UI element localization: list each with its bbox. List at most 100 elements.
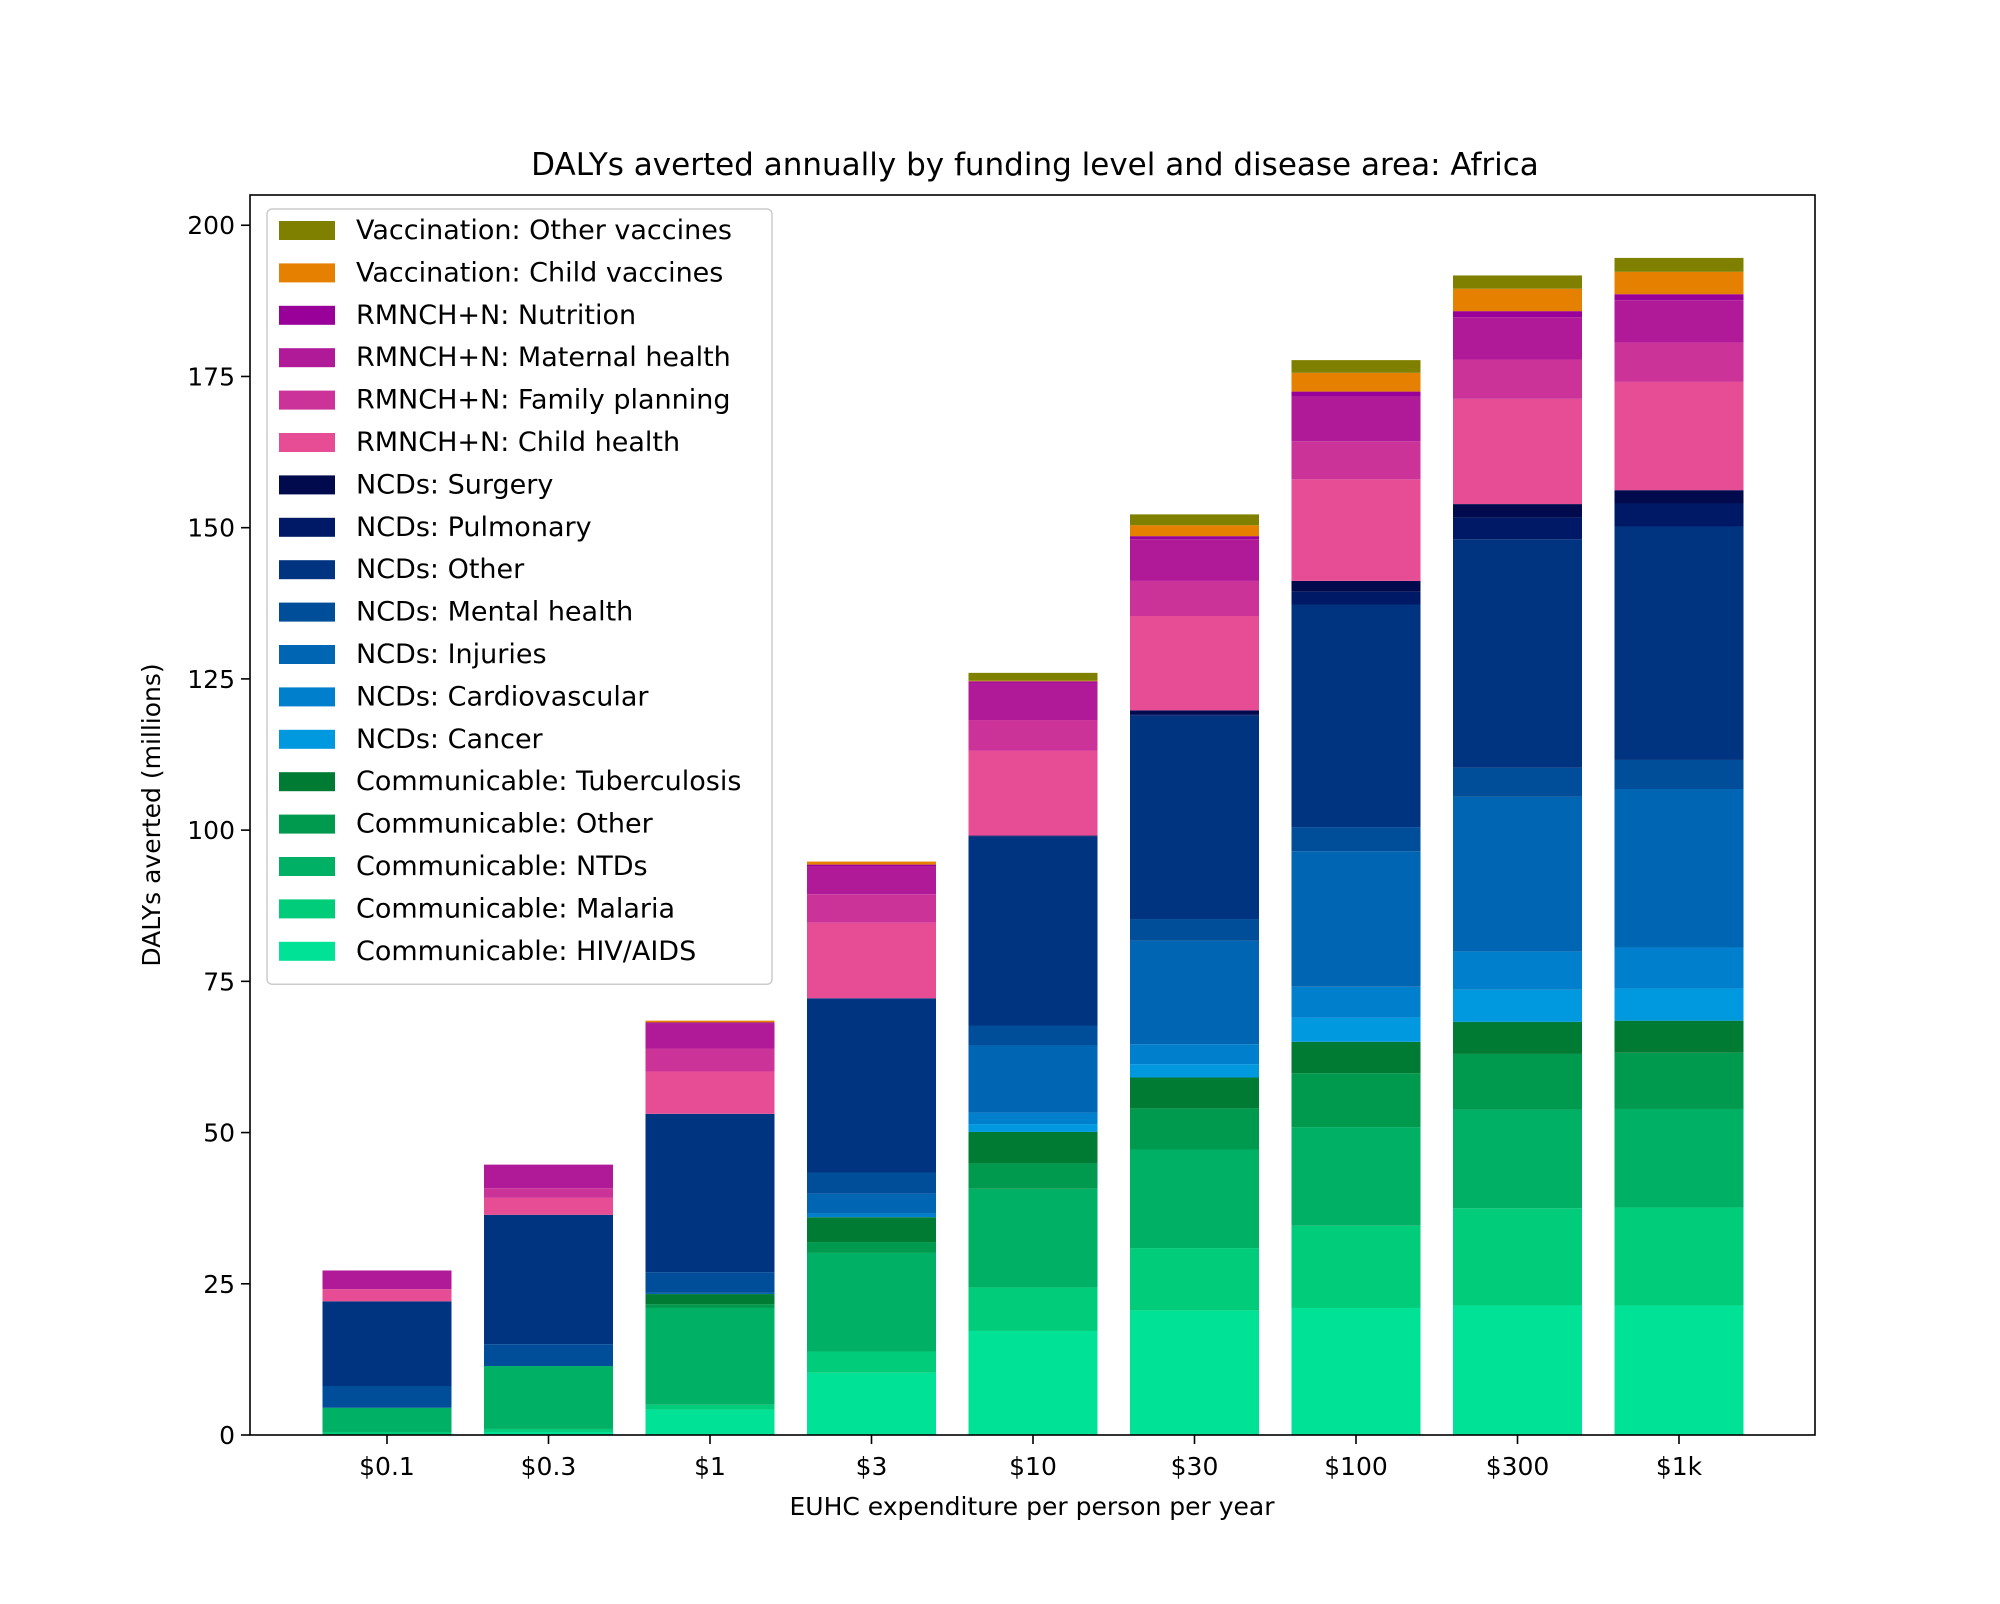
legend-label: Communicable: NTDs — [356, 851, 648, 882]
legend-label: Communicable: Other — [356, 809, 654, 840]
legend-swatch — [279, 687, 335, 707]
legend-swatch — [279, 433, 335, 452]
bar-segment — [1130, 919, 1259, 941]
bar-segment — [1614, 271, 1744, 295]
y-tick-label: 100 — [187, 816, 235, 845]
bar-segment — [968, 1112, 1098, 1125]
bar-segment — [645, 1022, 775, 1024]
bar-segment — [322, 1407, 452, 1432]
bar-segment — [1453, 989, 1582, 1022]
bar-segment — [1453, 275, 1582, 289]
bar-segment — [807, 1372, 936, 1435]
bar-segment — [1130, 539, 1259, 581]
bar-segment — [1291, 372, 1421, 392]
bar-segment — [1291, 391, 1421, 397]
bar-segment — [807, 1213, 936, 1218]
legend-label: RMNCH+N: Child health — [356, 427, 680, 458]
bar-segment — [1130, 536, 1259, 540]
legend-label: Communicable: Malaria — [356, 893, 675, 924]
bar-segment — [1453, 288, 1582, 312]
legend-label: NCDs: Pulmonary — [356, 512, 592, 543]
bar-segment — [1453, 767, 1582, 797]
bar-segment — [1130, 940, 1259, 1045]
legend-swatch — [279, 602, 335, 622]
bar-segment — [1453, 539, 1582, 768]
y-tick-label: 75 — [203, 967, 235, 996]
bar-segment — [807, 866, 936, 895]
legend: Vaccination: Other vaccines Vaccination: … — [266, 208, 773, 985]
legend-label: Communicable: Tuberculosis — [356, 766, 741, 797]
plot-frame — [249, 194, 1816, 1436]
bar-segment — [484, 1197, 613, 1215]
bar-segment — [1614, 342, 1744, 382]
bar-segment — [1453, 359, 1582, 399]
y-axis-label: DALYs averted (millions) — [137, 663, 166, 966]
bar-segment — [1453, 1305, 1582, 1435]
bar-segment — [322, 1270, 452, 1290]
legend-label: Vaccination: Other vaccines — [356, 215, 732, 246]
bar-segment — [645, 1071, 775, 1114]
bar-segment — [1453, 398, 1582, 505]
bar-segment — [1453, 1109, 1582, 1209]
legend-label: NCDs: Injuries — [356, 639, 547, 670]
x-tick-label: $300 — [1486, 1452, 1550, 1481]
legend-swatch — [279, 348, 335, 368]
bar-segment — [1130, 714, 1259, 716]
bar-segment — [1291, 580, 1421, 592]
bar-segment — [968, 750, 1098, 836]
x-tick-label: $10 — [1009, 1452, 1057, 1481]
bar-segment — [1453, 1021, 1582, 1054]
bar-segment — [968, 1188, 1098, 1288]
bar-segment — [1291, 479, 1421, 581]
legend-swatch — [279, 221, 335, 240]
bar-segment — [1614, 526, 1744, 760]
y-tick-label: 175 — [187, 362, 235, 391]
bar-segment — [1130, 1248, 1259, 1311]
bar-segment — [1130, 710, 1259, 715]
bar-segment — [968, 672, 1098, 681]
bar-segment — [645, 1272, 775, 1293]
bar-segment — [645, 1409, 775, 1435]
bar-segment — [1614, 503, 1744, 527]
bar-segment — [1453, 517, 1582, 540]
x-tick-label: $1 — [694, 1452, 726, 1481]
y-tick-label: 50 — [203, 1119, 235, 1148]
bar-segment — [807, 1242, 936, 1253]
axes-layer: 0 25 50 75 100 125 150 175 200 $0.1 $0.3 $1 $3 $10 $30… — [187, 211, 1702, 1481]
bar-segment — [968, 1131, 1098, 1164]
bar-segment — [1291, 1225, 1421, 1308]
bar-segment — [1130, 514, 1259, 526]
bar-segment — [968, 1045, 1098, 1113]
bar-segment — [1291, 1127, 1421, 1226]
x-tick-label: $1k — [1656, 1452, 1703, 1481]
bar-segment — [968, 835, 1098, 837]
bar-segment — [322, 1301, 452, 1386]
x-tick-label: $0.1 — [359, 1452, 415, 1481]
bar-segment — [1291, 851, 1421, 987]
bar-segment — [1453, 796, 1582, 952]
bar-segment — [1130, 715, 1259, 920]
legend-label: NCDs: Other — [356, 554, 525, 585]
bar-segment — [1291, 986, 1421, 1018]
bar-segment — [1291, 1041, 1421, 1074]
bar-segment — [1130, 580, 1259, 616]
bar-segment — [645, 1404, 775, 1410]
bar-segment — [1614, 1207, 1744, 1306]
bar-segment — [1614, 1052, 1744, 1109]
bar-segment — [807, 861, 936, 865]
bar-segment — [1453, 504, 1582, 518]
bar-segment — [645, 1307, 775, 1405]
bar-segment — [1453, 1208, 1582, 1306]
bar-segment — [322, 1386, 452, 1408]
bar-segment — [1453, 1053, 1582, 1110]
bar-segment — [968, 720, 1098, 751]
y-tick-label: 150 — [187, 514, 235, 543]
bar-segment — [1130, 1064, 1259, 1078]
bar-segment — [1614, 381, 1744, 491]
bar-segment — [968, 1287, 1098, 1331]
bar-segment — [807, 922, 936, 999]
bar-segment — [645, 1294, 775, 1305]
bar-segment — [645, 1304, 775, 1308]
chart-title: DALYs averted annually by funding level … — [531, 147, 1539, 183]
